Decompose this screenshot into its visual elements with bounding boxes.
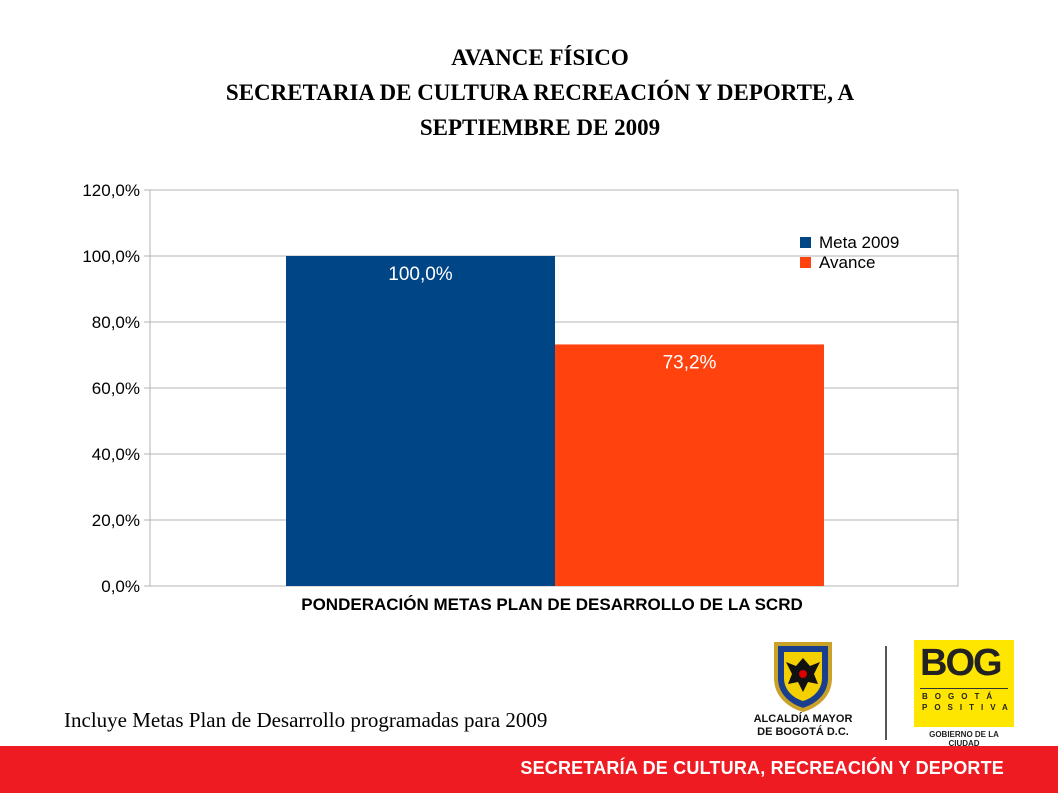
alcaldia-line-2: DE BOGOTÁ D.C.: [757, 726, 849, 738]
alcaldia-line-1: ALCALDÍA MAYOR: [753, 713, 853, 725]
bog-subtitle-2: POSITIVA: [922, 703, 1015, 712]
legend-swatch: [800, 237, 811, 248]
legend-swatch: [800, 257, 811, 268]
legend-label: Meta 2009: [819, 233, 899, 252]
bar-chart: 0,0% 20,0% 40,0% 60,0% 80,0% 100,0% 120,0% 100,…: [82, 181, 959, 614]
title-line-3: SEPTIEMBRE DE 2009: [419, 115, 661, 140]
y-tick-label: 60,0%: [92, 379, 140, 398]
footnote: Incluye Metas Plan de Desarrollo program…: [64, 708, 548, 732]
title-line-2: SECRETARIA DE CULTURA RECREACIÓN Y DEPOR…: [225, 80, 855, 105]
data-label: 100,0%: [388, 264, 453, 285]
y-tick-label: 120,0%: [82, 181, 140, 200]
y-tick-label: 100,0%: [82, 247, 140, 266]
bar-avance: [555, 344, 824, 586]
data-label: 73,2%: [663, 352, 717, 373]
logo-divider: [885, 646, 887, 740]
bar-meta-2009: [286, 256, 555, 586]
bogota-positiva-logo: BOG BOGOTÁ POSITIVA GOBIERNO DE LA CIUDA…: [914, 640, 1014, 748]
y-tick-label: 80,0%: [92, 313, 140, 332]
footer-text: SECRETARÍA DE CULTURA, RECREACIÓN Y DEPO…: [520, 758, 1004, 778]
coat-of-arms-icon: [774, 642, 832, 712]
y-tick-label: 20,0%: [92, 511, 140, 530]
page-title: AVANCE FÍSICO SECRETARIA DE CULTURA RECR…: [60, 40, 1020, 145]
x-category-label: PONDERACIÓN METAS PLAN DE DESARROLLO DE …: [301, 595, 803, 614]
bog-word: BOG: [920, 642, 1003, 684]
y-tick-label: 0,0%: [101, 577, 140, 596]
title-line-1: AVANCE FÍSICO: [451, 45, 629, 70]
footer-bar: SECRETARÍA DE CULTURA, RECREACIÓN Y DEPO…: [0, 746, 1058, 793]
bog-divider-line: [920, 688, 1008, 689]
bog-logo-box: BOG BOGOTÁ POSITIVA: [914, 640, 1014, 727]
bog-subtitle-1: BOGOTÁ: [922, 692, 1000, 701]
y-tick-label: 40,0%: [92, 445, 140, 464]
legend-label: Avance: [819, 253, 875, 272]
alcaldia-logo: ALCALDÍA MAYOR DE BOGOTÁ D.C.: [752, 638, 854, 744]
alcaldia-text: ALCALDÍA MAYOR DE BOGOTÁ D.C.: [752, 713, 854, 739]
bog-tagline: GOBIERNO DE LA CIUDAD: [929, 730, 999, 748]
